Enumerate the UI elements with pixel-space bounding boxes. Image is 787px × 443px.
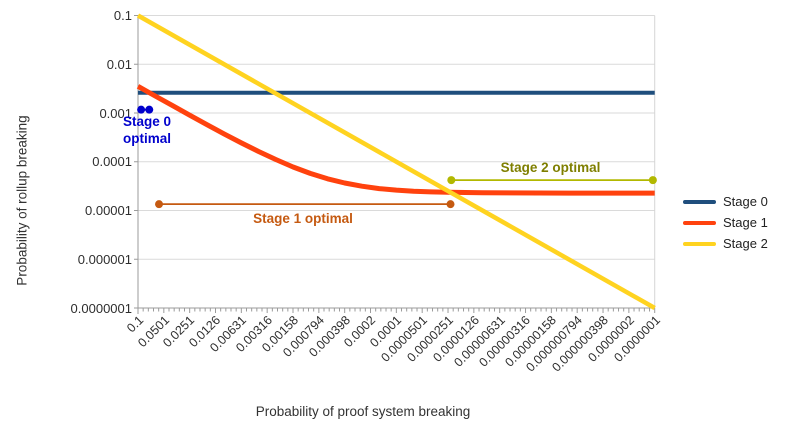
x-axis-title: Probability of proof system breaking [255, 404, 471, 419]
stage0-optimal-dot-end [145, 105, 154, 114]
stage1-optimal-label: Stage 1 optimal [253, 211, 353, 226]
y-tick-label: 0.0001 [92, 154, 132, 170]
stage0-optimal-label: Stage 0 optimal [123, 114, 172, 146]
series-line-stage1 [136, 84, 655, 196]
legend-label: Stage 0 [723, 194, 768, 209]
y-tick-label: 0.01 [106, 56, 132, 72]
stage2-optimal-label: Stage 2 optimal [500, 160, 601, 175]
y-tick-label: 0.000001 [77, 251, 132, 267]
legend-swatch [683, 241, 716, 246]
legend-label: Stage 1 [723, 215, 768, 230]
y-tick-label: 0.1 [113, 8, 132, 23]
y-tick-label: 0.001 [99, 105, 132, 121]
y-tick-label: 0.00001 [85, 203, 132, 218]
stage1-optimal-dot-end [446, 200, 455, 209]
legend-label: Stage 2 [723, 236, 768, 251]
series-line-stage2 [136, 13, 656, 310]
y-axis-title: Probability of rollup breaking [14, 115, 30, 286]
legend-item-stage2: Stage 2 [683, 233, 768, 254]
legend-item-stage0: Stage 0 [683, 191, 768, 212]
legend-swatch [683, 220, 716, 225]
stage2-optimal-dot-start [447, 176, 456, 185]
legend: Stage 0 Stage 1 Stage 2 [683, 191, 768, 254]
legend-swatch [683, 199, 716, 204]
legend-item-stage1: Stage 1 [683, 212, 768, 233]
stage2-optimal-dot-end [648, 176, 657, 185]
stage1-optimal-dot-start [155, 200, 164, 209]
y-tick-label: 0.0000001 [70, 300, 132, 316]
stage0-optimal-dot-start [137, 105, 146, 114]
